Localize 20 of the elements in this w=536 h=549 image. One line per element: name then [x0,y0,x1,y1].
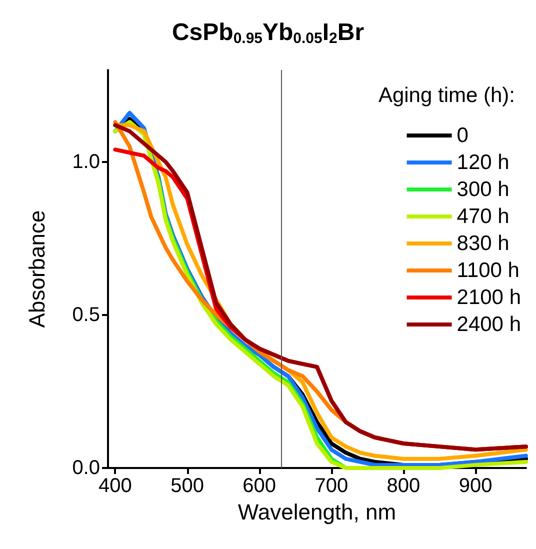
legend-label: 1100 h [456,259,520,282]
x-tick-label: 400 [98,475,132,497]
y-tick-label: 0.5 [72,304,100,326]
legend-label: 120 h [456,151,510,174]
legend-label: 470 h [456,205,510,228]
legend-label: 0 [456,124,468,147]
x-tick-label: 600 [242,475,276,497]
y-tick-label: 1.0 [72,150,100,173]
legend-label: 300 h [456,178,510,201]
x-axis-title: Wavelength, nm [238,499,396,524]
x-tick-label: 500 [170,475,204,497]
legend-label: 830 h [456,232,510,255]
x-tick-label: 700 [314,475,348,497]
y-tick-label: 0.0 [72,457,100,479]
x-tick-label: 800 [386,475,420,497]
legend-label: 2400 h [456,313,522,336]
y-axis-title: Absorbance [24,210,50,328]
legend-title: Aging time (h): [378,84,516,107]
legend-label: 2100 h [456,286,522,309]
x-tick-label: 900 [458,475,492,497]
